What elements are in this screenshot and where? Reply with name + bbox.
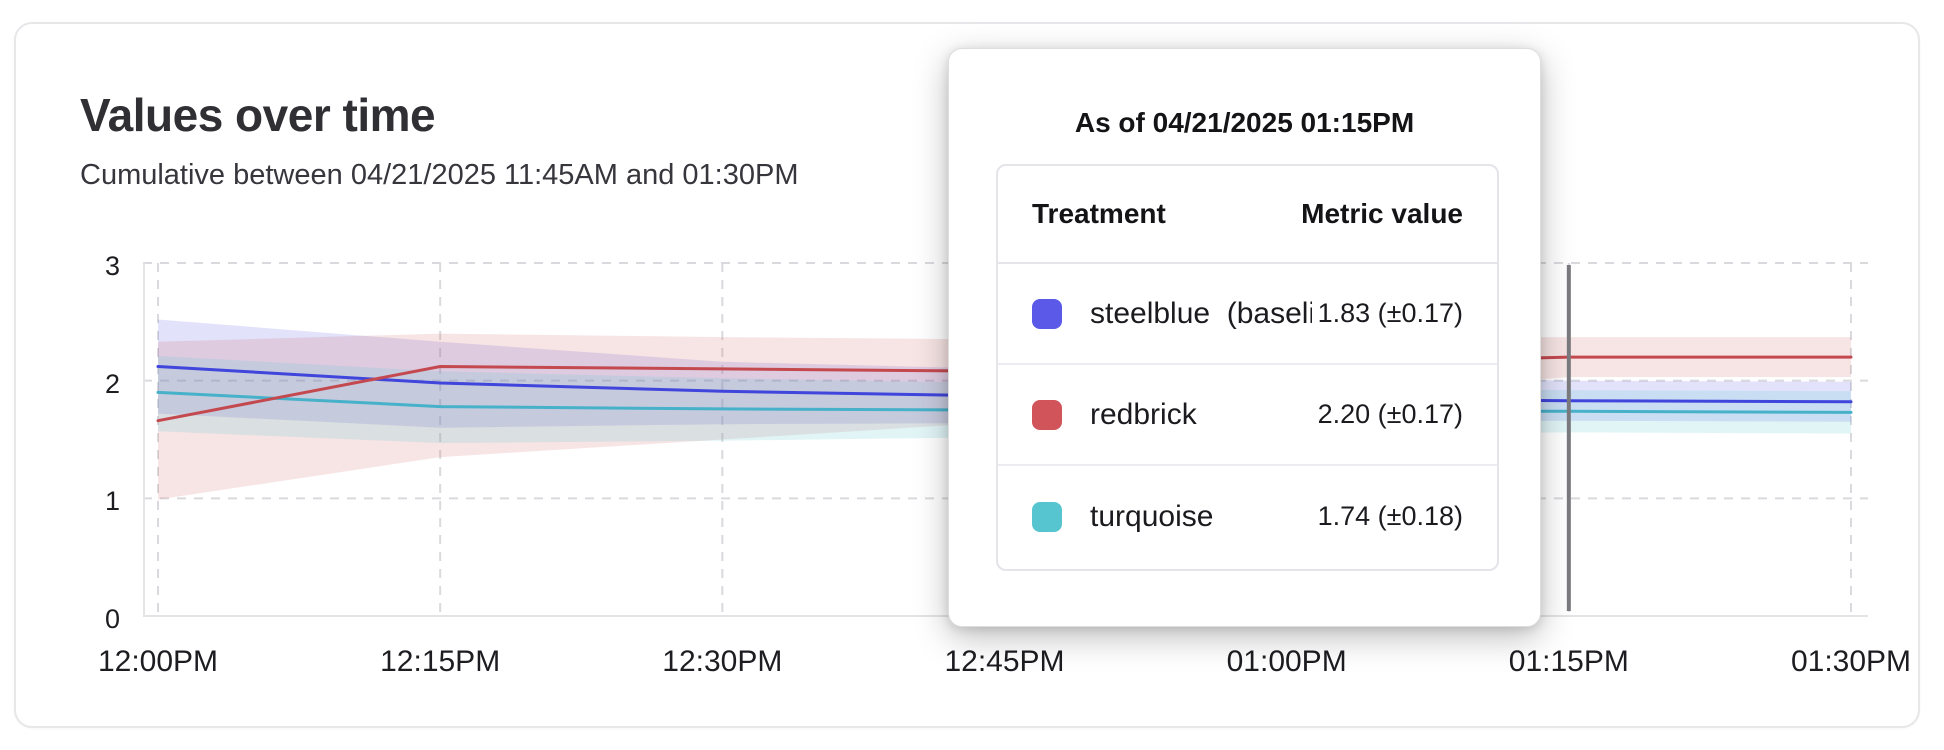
page-title: Values over time bbox=[80, 89, 436, 141]
y-tick-label-1: 1 bbox=[104, 486, 120, 517]
tooltip-title: As of 04/21/2025 01:15PM bbox=[1074, 107, 1415, 138]
x-tick-label-12:30PM: 12:30PM bbox=[662, 645, 783, 678]
chart-subtitle: Cumulative between 04/21/2025 11:45AM an… bbox=[80, 159, 799, 191]
chart-card: Values over time Cumulative between 04/2… bbox=[14, 22, 1920, 728]
tooltip-row-redbrick: redbrick 2.20 (±0.17) bbox=[998, 365, 1497, 466]
series-color-swatch bbox=[1032, 399, 1062, 430]
y-tick-label-3: 3 bbox=[104, 251, 120, 281]
x-tick-label-12:45PM: 12:45PM bbox=[944, 645, 1065, 678]
metric-value: 1.83 (±0.17) bbox=[1317, 298, 1463, 328]
x-tick-label-01:30PM: 01:30PM bbox=[1790, 645, 1912, 678]
tooltip-row-steelblue: steelblue (baseli 1.83 (±0.17) bbox=[998, 264, 1497, 365]
y-tick-label-2: 2 bbox=[104, 368, 120, 399]
tooltip-rows: steelblue (baseli 1.83 (±0.17) redbrick 2.2… bbox=[998, 264, 1497, 567]
series-color-swatch bbox=[1032, 501, 1062, 532]
tooltip-col-treatment: Treatment bbox=[1032, 198, 1166, 229]
metric-value: 2.20 (±0.17) bbox=[1317, 399, 1463, 429]
treatment-label: steelblue (baseli bbox=[1090, 296, 1312, 330]
tooltip-table-header: Treatment Metric value bbox=[998, 166, 1497, 264]
metric-value: 1.74 (±0.18) bbox=[1317, 501, 1463, 531]
x-tick-label-01:00PM: 01:00PM bbox=[1226, 645, 1347, 678]
treatment-label: redbrick bbox=[1090, 397, 1197, 431]
series-color-swatch bbox=[1032, 298, 1062, 329]
hover-tooltip: As of 04/21/2025 01:15PM Treatment Metri… bbox=[948, 48, 1541, 627]
y-tick-label-0: 0 bbox=[104, 604, 120, 634]
x-tick-label-12:15PM: 12:15PM bbox=[380, 645, 501, 678]
x-tick-label-01:15PM: 01:15PM bbox=[1508, 645, 1629, 678]
x-tick-label-12:00PM: 12:00PM bbox=[97, 645, 219, 678]
tooltip-row-turquoise: turquoise 1.74 (±0.18) bbox=[998, 466, 1497, 567]
tooltip-table: Treatment Metric value steelblue (baseli… bbox=[996, 164, 1499, 571]
treatment-label: turquoise bbox=[1090, 499, 1214, 533]
tooltip-col-metric-value: Metric value bbox=[1301, 198, 1463, 229]
